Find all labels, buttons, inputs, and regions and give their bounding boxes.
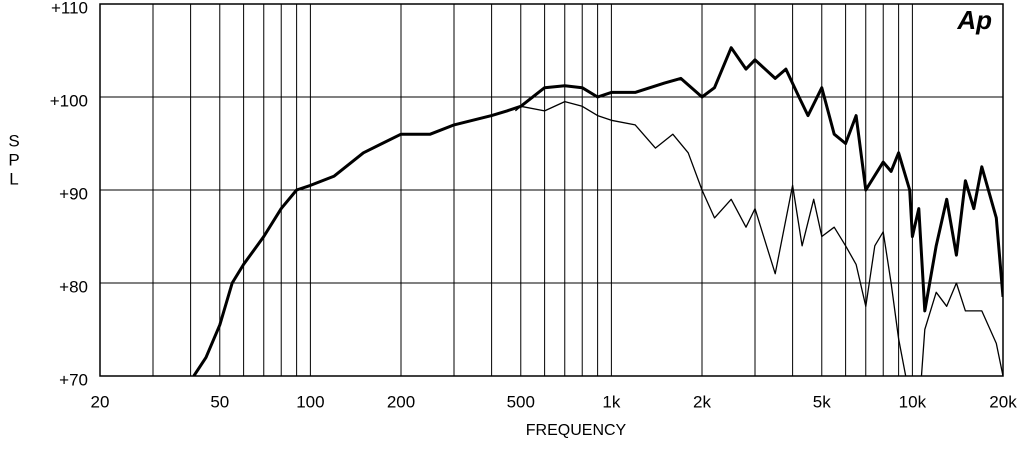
y-tick-label: +110 <box>51 0 88 17</box>
logo: Ap <box>956 5 992 35</box>
series-line <box>192 46 1003 376</box>
x-tick-label: 50 <box>210 392 229 411</box>
x-axis-label: FREQUENCY <box>526 422 627 439</box>
x-tick-label: 2k <box>693 392 711 411</box>
x-tick-label: 100 <box>296 392 324 411</box>
y-tick-label: +80 <box>59 277 88 296</box>
y-tick-label: +100 <box>50 91 88 110</box>
y-tick-label: +70 <box>59 370 88 389</box>
y-axis-label: SPL <box>5 132 24 189</box>
x-tick-label: 10k <box>899 392 927 411</box>
x-tick-label: 200 <box>387 392 415 411</box>
y-tick-label: +90 <box>59 184 88 203</box>
x-tick-label: 1k <box>602 392 620 411</box>
series-line <box>514 100 1003 376</box>
x-tick-label: 20 <box>91 392 110 411</box>
plot-lines <box>192 46 1003 376</box>
plot-frame <box>99 3 1004 377</box>
x-tick-label: 20k <box>989 392 1017 411</box>
x-tick-label: 5k <box>813 392 831 411</box>
x-tick-label: 500 <box>507 392 535 411</box>
